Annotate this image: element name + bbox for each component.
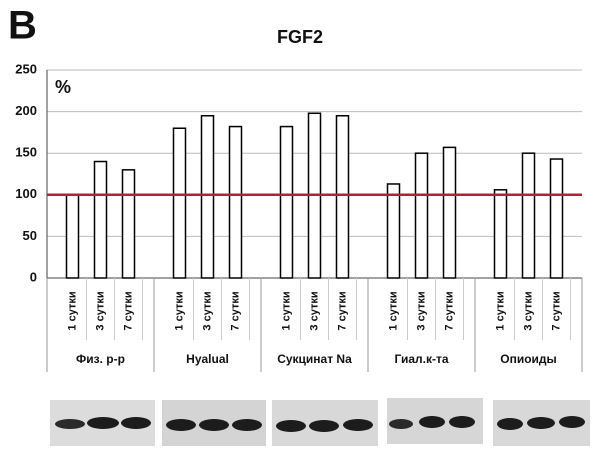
blot-band (166, 419, 196, 431)
y-axis-label: % (55, 77, 71, 97)
x-tick-label: 3 сутки (415, 291, 427, 330)
bar (121, 169, 136, 279)
x-tick-label: 7 сутки (336, 291, 348, 330)
bar (200, 115, 215, 279)
bar (442, 146, 457, 279)
bar (93, 160, 108, 279)
bar (386, 183, 401, 279)
blot-band (121, 417, 151, 429)
blot-band (55, 419, 85, 429)
bar (65, 194, 80, 279)
blot-band (497, 418, 523, 430)
x-tick-label: 3 сутки (201, 291, 213, 330)
y-tick-label: 100 (15, 186, 37, 201)
y-tick-label: 200 (15, 103, 37, 118)
x-tick-label: 7 сутки (229, 291, 241, 330)
x-tick-label: 3 сутки (522, 291, 534, 330)
y-tick-label: 50 (23, 228, 37, 243)
bar (549, 158, 564, 279)
bar (414, 152, 429, 279)
x-tick-label: 3 сутки (94, 291, 106, 330)
y-tick-label: 150 (15, 145, 37, 160)
x-tick-label: 1 сутки (66, 291, 78, 330)
blot-band (449, 416, 475, 428)
y-tick-label: 0 (30, 269, 37, 284)
bar (521, 152, 536, 279)
group-label: Опиоиды (500, 352, 557, 366)
blot-band (87, 417, 119, 429)
x-tick-label: 1 сутки (173, 291, 185, 330)
x-tick-label: 1 сутки (494, 291, 506, 330)
group-label: Физ. р-р (76, 352, 125, 366)
x-tick-label: 7 сутки (443, 291, 455, 330)
blots (50, 398, 590, 446)
group-label: Сукцинат Na (277, 352, 352, 366)
bar (335, 115, 350, 279)
group-label: Гиал.к-та (394, 352, 448, 366)
blot-band (309, 420, 339, 432)
bar (279, 125, 294, 279)
x-tick-label: 7 сутки (122, 291, 134, 330)
blot-band (343, 419, 373, 431)
group-label: Hyalual (186, 352, 229, 366)
blot-band (232, 419, 262, 431)
blot-band (527, 417, 555, 429)
blot-band (276, 420, 306, 432)
x-tick-label: 7 сутки (550, 291, 562, 330)
blot-band (559, 416, 585, 428)
x-tick-label: 3 сутки (308, 291, 320, 330)
blot-band (389, 419, 413, 429)
panel-label: B (8, 4, 37, 48)
bar (228, 125, 243, 279)
blot-band (199, 419, 229, 431)
bar (172, 127, 187, 279)
blot-band (419, 416, 445, 428)
y-tick-label: 250 (15, 61, 37, 76)
x-tick-label: 1 сутки (280, 291, 292, 330)
chart-title: FGF2 (277, 27, 323, 47)
x-tick-label: 1 сутки (387, 291, 399, 330)
bar (493, 189, 508, 279)
